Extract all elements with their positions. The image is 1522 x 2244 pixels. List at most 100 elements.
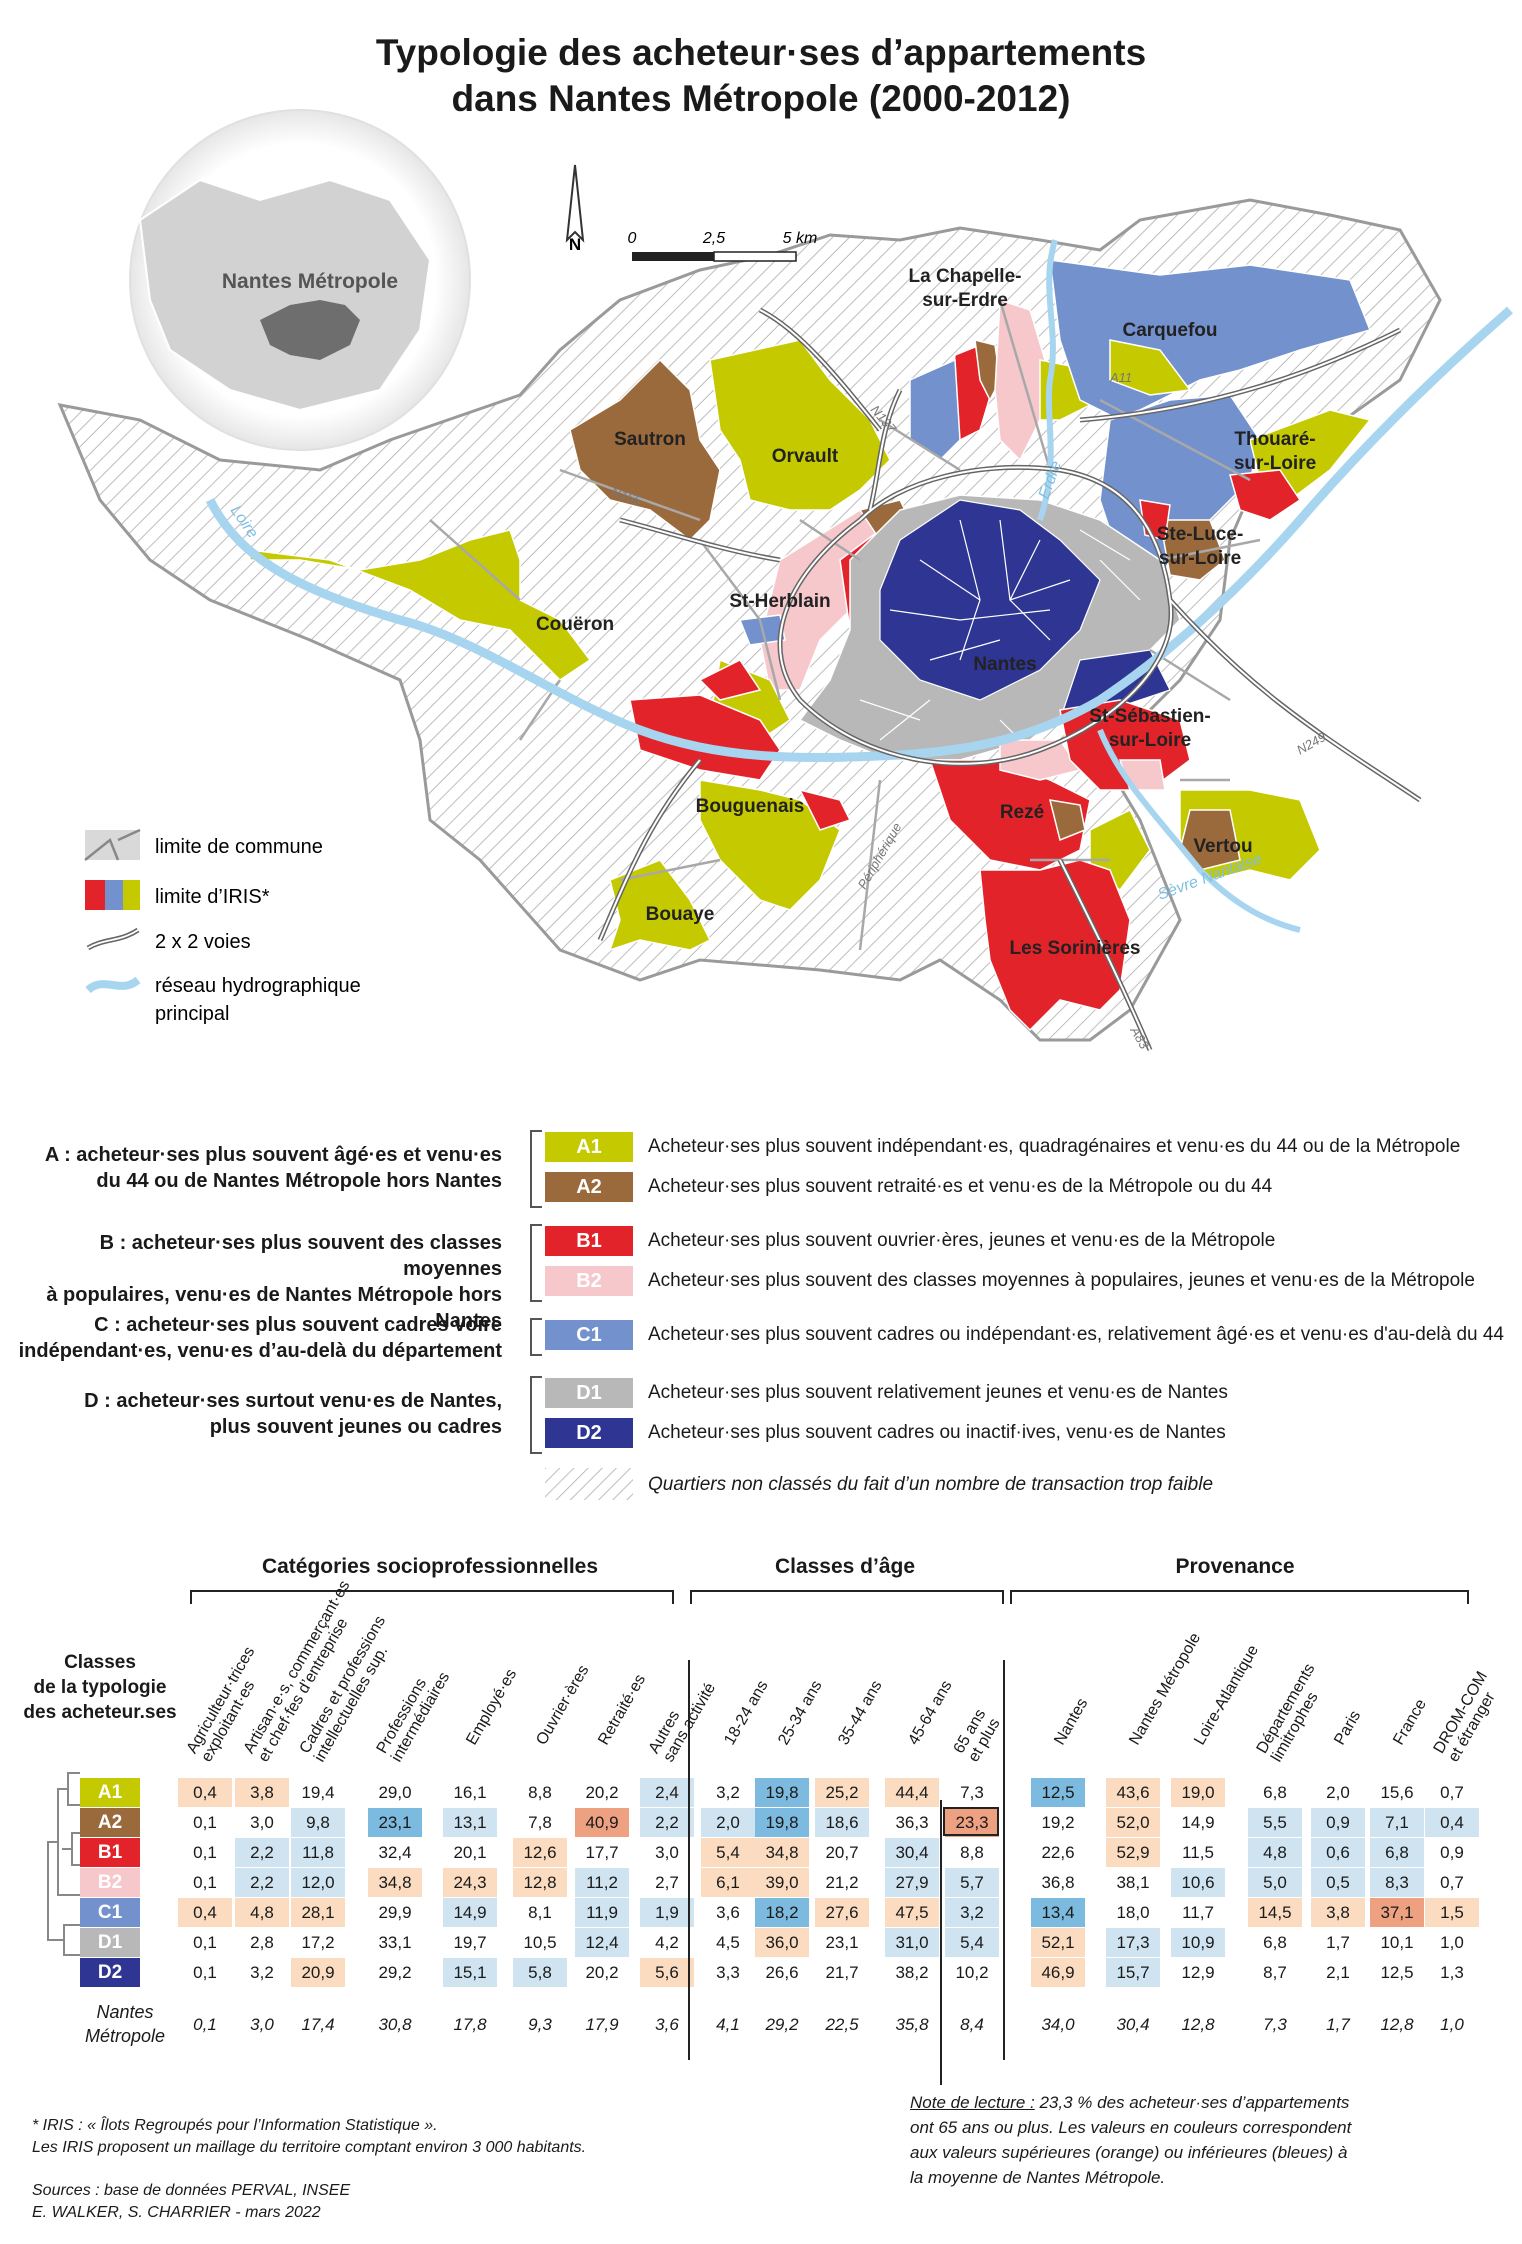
label-stseb-2: sur-Loire xyxy=(1109,730,1191,751)
metro-cell: 3,0 xyxy=(250,2015,274,2034)
metro-cell: 34,0 xyxy=(1041,2015,1075,2034)
table-cell: 0,1 xyxy=(193,1843,217,1862)
zone-sautron xyxy=(569,358,721,541)
metro-cell: 29,2 xyxy=(765,2015,799,2034)
table-cell: 27,6 xyxy=(815,1898,869,1927)
table-cell: 12,5 xyxy=(1031,1778,1085,1807)
table-cell: 0,4 xyxy=(1425,1808,1479,1837)
bracket-b xyxy=(530,1224,542,1302)
zone-bouaye xyxy=(608,859,712,952)
table-cell: 22,6 xyxy=(1041,1843,1075,1862)
table-cell: 18,2 xyxy=(755,1898,809,1927)
north-arrow-icon xyxy=(565,164,585,243)
column-header: DROM-COM et étranger xyxy=(1430,1668,1499,1765)
table-cell: 5,8 xyxy=(513,1958,567,1987)
table-cell: 0,1 xyxy=(193,1963,217,1982)
table-cell: 10,5 xyxy=(523,1933,557,1952)
column-header: 25-34 ans xyxy=(775,1677,826,1748)
map-legend: limite de commune limite d’IRIS* 2 x 2 v… xyxy=(84,828,361,1025)
table-cell: 20,1 xyxy=(453,1843,487,1862)
table-cell: 37,1 xyxy=(1370,1898,1424,1927)
metro-cell: 3,6 xyxy=(655,2015,679,2034)
table-cell: 0,6 xyxy=(1311,1838,1365,1867)
label-a11: A11 xyxy=(1109,370,1132,385)
table-cell: 0,4 xyxy=(178,1778,232,1807)
table-cell: 4,8 xyxy=(1248,1838,1302,1867)
table-cell: 1,0 xyxy=(1440,1933,1464,1952)
table-cell: 23,1 xyxy=(825,1933,859,1952)
table-cell: 0,7 xyxy=(1440,1873,1464,1892)
label-coueron: Couëron xyxy=(536,614,614,635)
class-box-c1: C1 xyxy=(545,1320,633,1350)
table-cell: 7,3 xyxy=(960,1783,984,1802)
label-bouguenais: Bouguenais xyxy=(696,796,805,817)
divider-csp-age xyxy=(688,1660,690,2060)
label-thouare-2: sur-Loire xyxy=(1234,453,1316,474)
metro-cell: 7,3 xyxy=(1263,2015,1287,2034)
table-cell: 4,8 xyxy=(235,1898,289,1927)
table-cell: 29,9 xyxy=(378,1903,412,1922)
metro-cell: 30,8 xyxy=(378,2015,412,2034)
metro-cell: 0,1 xyxy=(193,2015,217,2034)
table-cell: 24,3 xyxy=(443,1868,497,1897)
zone-bouguenais-red xyxy=(629,694,781,781)
row-label-d1: D1 xyxy=(80,1928,140,1957)
table-cell: 52,9 xyxy=(1106,1838,1160,1867)
table-cell: 26,6 xyxy=(765,1963,799,1982)
table-cell: 10,9 xyxy=(1171,1928,1225,1957)
table-cell: 8,8 xyxy=(528,1783,552,1802)
table-cell: 15,7 xyxy=(1106,1958,1160,1987)
table-cell: 44,4 xyxy=(885,1778,939,1807)
table-cell: 1,5 xyxy=(1425,1898,1479,1927)
table-cell: 3,2 xyxy=(945,1898,999,1927)
table-cell: 6,8 xyxy=(1263,1783,1287,1802)
table-cell: 5,4 xyxy=(945,1928,999,1957)
column-header: France xyxy=(1390,1696,1430,1748)
table-cell: 11,7 xyxy=(1182,1903,1214,1922)
table-cell: 10,1 xyxy=(1380,1933,1414,1952)
column-header: Départements limitrophes xyxy=(1253,1660,1322,1765)
zone-reze-pink xyxy=(999,739,1082,781)
row-label-c1: C1 xyxy=(80,1898,140,1927)
class-box-b1: B1 xyxy=(545,1226,633,1256)
table-cell: 0,7 xyxy=(1440,1783,1464,1802)
table-cell: 19,7 xyxy=(453,1933,487,1952)
label-stseb-1: St-Sébastien- xyxy=(1089,706,1210,727)
column-header: 65 ans et plus xyxy=(950,1706,1004,1765)
table-cell: 14,9 xyxy=(1181,1813,1215,1832)
table-cell: 8,3 xyxy=(1370,1868,1424,1897)
bracket-d xyxy=(530,1376,542,1454)
column-header: 18-24 ans xyxy=(721,1677,772,1748)
table-cell: 0,1 xyxy=(193,1873,217,1892)
table-cell: 8,8 xyxy=(960,1843,984,1862)
metro-cell: 22,5 xyxy=(825,2015,859,2034)
table-cell: 32,4 xyxy=(378,1843,412,1862)
table-cell: 19,0 xyxy=(1171,1778,1225,1807)
zone-bouguenais xyxy=(699,779,841,911)
metro-cell: 17,9 xyxy=(585,2015,619,2034)
column-header: Professions intermédiaires xyxy=(373,1669,454,1765)
table-cell: 6,1 xyxy=(701,1868,755,1897)
north-label: N xyxy=(569,235,581,254)
section-age-bracket xyxy=(690,1590,1004,1604)
table-cell: 46,9 xyxy=(1031,1958,1085,1987)
table-cell: 0,9 xyxy=(1311,1808,1365,1837)
inset-label: Nantes Métropole xyxy=(222,270,398,293)
metro-cell: 9,3 xyxy=(528,2015,552,2034)
label-nantes: Nantes xyxy=(973,654,1036,675)
table-cell: 12,5 xyxy=(1380,1963,1414,1982)
zone-chapelle-pink xyxy=(994,298,1046,462)
table-cell: 3,8 xyxy=(1311,1898,1365,1927)
table-cell: 19,8 xyxy=(755,1808,809,1837)
metro-cell: 1,0 xyxy=(1440,2015,1464,2034)
scale-5: 5 km xyxy=(783,230,818,247)
column-header: Ouvrier·ères xyxy=(533,1662,593,1748)
table-cell: 1,3 xyxy=(1440,1963,1464,1982)
label-reze: Rezé xyxy=(1000,802,1044,823)
row-header: Classes de la typologie des acheteur.ses xyxy=(23,1652,177,1723)
river-sevre xyxy=(1097,728,1301,933)
section-provenance-bracket xyxy=(1010,1590,1469,1604)
label-vertou: Vertou xyxy=(1193,836,1252,857)
reading-note: Note de lecture : 23,3 % des acheteur·se… xyxy=(910,2093,1352,2187)
table-cell: 17,7 xyxy=(585,1843,619,1862)
